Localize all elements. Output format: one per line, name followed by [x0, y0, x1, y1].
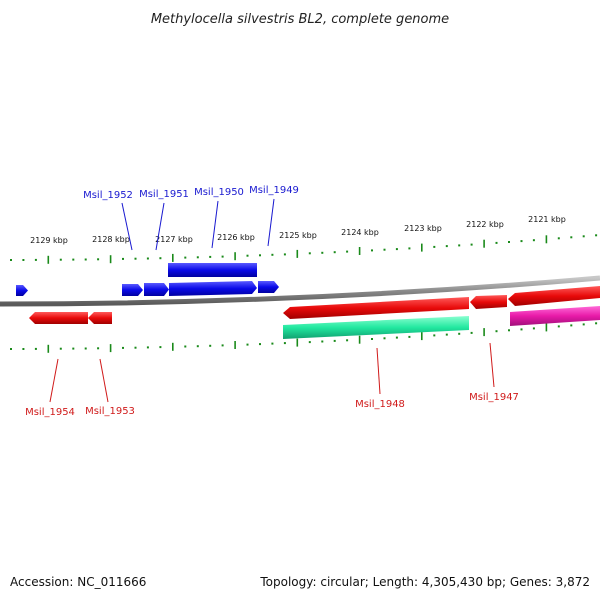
gene-label-msil-1950[interactable]: Msil_1950 [194, 187, 244, 198]
forward-strand-genes [16, 263, 279, 296]
ruler-ticks-reverse [10, 322, 598, 353]
feature-block-magenta[interactable] [510, 306, 600, 326]
ruler-label: 2124 kbp [341, 228, 379, 237]
gene-label-msil-1949[interactable]: Msil_1949 [249, 185, 299, 196]
gene-arrow[interactable] [16, 285, 28, 296]
gene-arrow-msil-1954[interactable] [29, 312, 88, 324]
gene-label-msil-1947[interactable]: Msil_1947 [469, 392, 519, 403]
ruler-label: 2126 kbp [217, 233, 255, 242]
leader-line [267, 198, 275, 247]
ruler-labels: 2129 kbp 2128 kbp 2127 kbp 2126 kbp 2125… [30, 215, 566, 245]
gene-arrow-msil-1948[interactable] [283, 297, 469, 319]
topology-text: Topology: circular; Length: 4,305,430 bp… [259, 575, 590, 589]
gene-arrow-msil-1953[interactable] [88, 312, 112, 324]
leader-line [489, 342, 495, 388]
gene-arrow-msil-1951[interactable] [144, 283, 169, 296]
gene-labels: Msil_1952 Msil_1951 Msil_1950 Msil_1949 … [25, 185, 519, 418]
gene-arrow-msil-1950[interactable] [169, 281, 257, 296]
ruler-label: 2129 kbp [30, 236, 68, 245]
gene-label-msil-1951[interactable]: Msil_1951 [139, 189, 189, 200]
gene-arrow-msil-1949[interactable] [258, 281, 279, 293]
map-title: Methylocella silvestris BL2, complete ge… [151, 12, 449, 27]
ruler-label: 2125 kbp [279, 231, 317, 240]
leader-line [49, 358, 59, 403]
gene-arrow[interactable] [508, 286, 600, 306]
ruler-label: 2122 kbp [466, 220, 504, 229]
leader-line [376, 347, 381, 395]
rna-feature-block[interactable] [283, 316, 469, 339]
reverse-strand-genes [29, 286, 600, 339]
genome-backbone [0, 275, 600, 307]
accession-text: Accession: NC_011666 [10, 575, 146, 589]
ruler-ticks-forward [10, 234, 598, 264]
gene-arrow-msil-1952[interactable] [122, 284, 143, 296]
ruler-label: 2127 kbp [155, 235, 193, 244]
leader-line [211, 200, 219, 249]
gene-label-msil-1954[interactable]: Msil_1954 [25, 407, 75, 418]
leader-line [155, 202, 165, 251]
ruler-label: 2121 kbp [528, 215, 566, 224]
label-leader-lines [49, 198, 495, 403]
gene-feature-block[interactable] [168, 263, 257, 277]
leader-line [99, 358, 109, 403]
ruler-label: 2123 kbp [404, 224, 442, 233]
ruler-label: 2128 kbp [92, 235, 130, 244]
gene-arrow-msil-1947[interactable] [470, 295, 507, 309]
leader-line [121, 202, 133, 251]
gene-label-msil-1952[interactable]: Msil_1952 [83, 190, 133, 201]
gene-label-msil-1953[interactable]: Msil_1953 [85, 406, 135, 417]
gene-label-msil-1948[interactable]: Msil_1948 [355, 399, 405, 410]
